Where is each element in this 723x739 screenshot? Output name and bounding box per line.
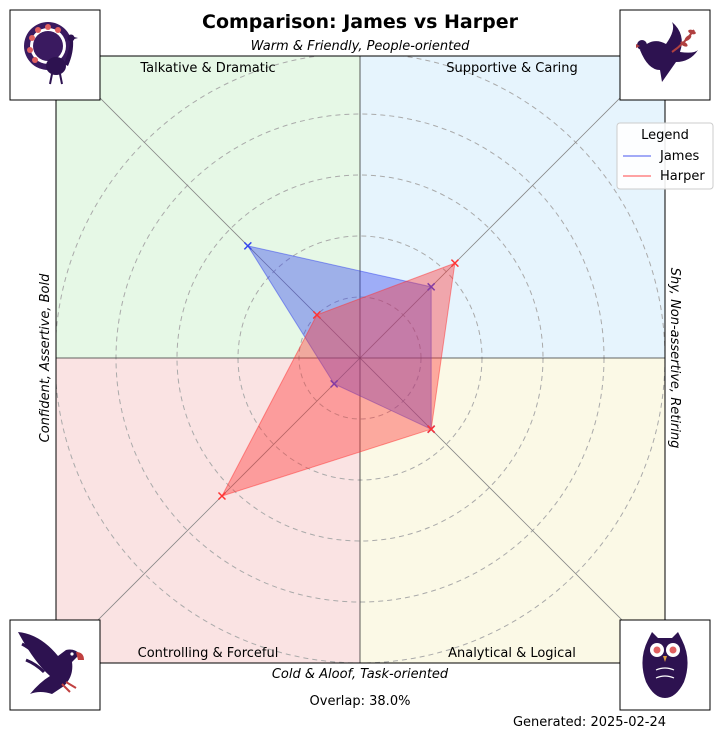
quadrant-label-controlling: Controlling & Forceful [138,646,279,661]
data-point-harper [312,310,321,319]
chart-title: Comparison: James vs Harper [202,11,519,33]
quadrant-label-analytical: Analytical & Logical [448,646,576,661]
data-point-harper [450,259,459,268]
peacock-icon [9,9,101,101]
legend: Legend James Harper [616,122,714,190]
eagle-icon [9,619,101,711]
legend-entry-james: James [659,149,699,164]
axis-label-bottom: Cold & Aloof, Task-oriented [272,667,449,682]
data-point-james [243,241,252,250]
data-point-harper [427,425,436,434]
data-point-harper [217,491,227,501]
legend-entry-harper: Harper [660,169,705,184]
series-layer [217,241,459,501]
legend-title: Legend [641,128,689,143]
data-point-james [427,282,436,291]
dove-icon [619,9,711,101]
quadrant-label-supportive: Supportive & Caring [446,61,578,76]
data-point-james [330,379,339,388]
axis-label-right: Shy, Non-assertive, Retiring [667,268,682,449]
quadrant-label-talkative: Talkative & Dramatic [139,61,275,76]
owl-icon [619,619,711,711]
axis-label-left: Confident, Assertive, Bold [38,273,53,442]
overlap-text: Overlap: 38.0% [310,694,411,709]
plot-frame [55,55,666,664]
axis-label-top: Warm & Friendly, People-oriented [251,39,471,54]
generated-text: Generated: 2025-02-24 [513,715,666,730]
